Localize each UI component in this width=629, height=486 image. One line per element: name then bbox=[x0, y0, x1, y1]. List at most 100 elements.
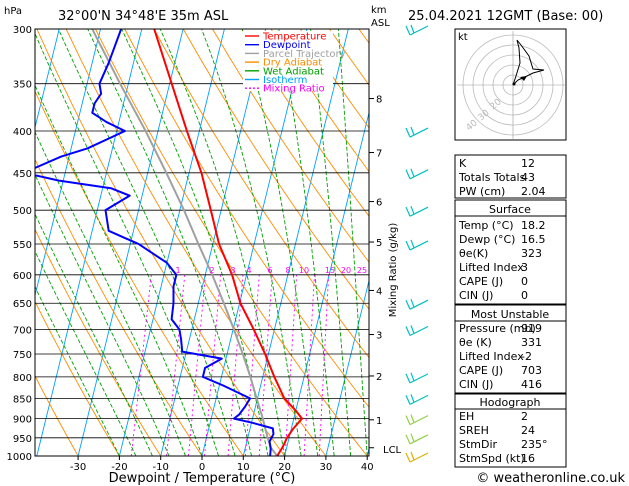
wind-barb-flag bbox=[410, 451, 415, 461]
index-label: Totals Totals bbox=[458, 171, 526, 184]
wind-barb-shaft bbox=[409, 127, 429, 138]
surface-value: 323 bbox=[521, 247, 542, 260]
mixing-ratio-line bbox=[244, 274, 260, 456]
wet-adiabat-line bbox=[57, 29, 236, 456]
wet-adiabat-line bbox=[159, 29, 286, 456]
isotherm-line bbox=[77, 29, 184, 456]
legend-label: Dewpoint bbox=[263, 40, 311, 51]
height-km-label: 8 bbox=[376, 95, 382, 106]
pressure-unit-label: hPa bbox=[4, 6, 22, 17]
indices-box bbox=[454, 154, 567, 199]
hodograph-unit: kt bbox=[458, 32, 468, 43]
hodo-label: SREH bbox=[459, 424, 489, 437]
legend-label: Parcel Trajectory bbox=[263, 49, 346, 60]
hodo-value: 2 bbox=[521, 410, 528, 423]
height-km-label: 1 bbox=[376, 416, 382, 427]
index-label: PW (cm) bbox=[459, 185, 505, 198]
mixing-ratio-lines bbox=[130, 274, 330, 456]
temperature-tick-label: -30 bbox=[70, 462, 86, 473]
wet-adiabat-line bbox=[121, 29, 269, 456]
mixing-ratio-labels: 1 2 3 4 6 8 10 15 20 25 bbox=[175, 266, 367, 275]
mixing-ratio-label: 8 bbox=[285, 266, 290, 275]
wind-barb-shaft bbox=[409, 240, 429, 251]
wind-barb-flag bbox=[410, 239, 415, 249]
dry-adiabat-line bbox=[564, 29, 629, 456]
dry-adiabat-line bbox=[35, 374, 79, 456]
mixing-ratio-label: 6 bbox=[267, 266, 272, 275]
mixing-ratio-label: 25 bbox=[357, 266, 367, 275]
surface-value: 3 bbox=[521, 261, 528, 274]
height-km-label: 3 bbox=[376, 331, 382, 342]
storm-motion-marker bbox=[520, 76, 527, 81]
mu-label: Pressure (mb) bbox=[459, 322, 536, 335]
wind-barb-flag bbox=[405, 452, 411, 463]
surface-label: CIN (J) bbox=[459, 289, 493, 302]
pressure-tick-label: 950 bbox=[13, 434, 32, 445]
mu-label: Lifted Index bbox=[459, 350, 524, 363]
pressure-tick-label: 500 bbox=[13, 206, 32, 217]
mixing-ratio-line bbox=[130, 274, 152, 456]
mu-value: 331 bbox=[521, 336, 542, 349]
wind-barb-flag bbox=[405, 395, 411, 405]
mixing-ratio-line bbox=[318, 274, 330, 456]
index-value: 43 bbox=[521, 171, 535, 184]
wind-barb-flag bbox=[405, 25, 411, 36]
hodo-label: EH bbox=[459, 410, 474, 423]
hodo-label: StmDir bbox=[459, 438, 498, 451]
mu-label: θe (K) bbox=[459, 336, 492, 349]
x-axis-label: Dewpoint / Temperature (°C) bbox=[109, 471, 296, 486]
wind-barb-flag bbox=[410, 433, 415, 443]
wind-barb-shaft bbox=[409, 325, 429, 337]
mixing-ratio-line bbox=[303, 274, 315, 456]
surface-value: 0 bbox=[521, 275, 528, 288]
hodograph: kt 40 30 20 bbox=[454, 28, 567, 141]
legend-label: Isotherm bbox=[263, 75, 307, 86]
mu-value: 703 bbox=[521, 364, 542, 377]
temperature-tick-labels: -30 -20 -10 0 10 20 30 40 bbox=[70, 456, 374, 473]
mixing-ratio-label: 3 bbox=[230, 266, 235, 275]
profile-series bbox=[35, 29, 304, 456]
surface-value: 18.2 bbox=[521, 219, 546, 232]
lcl-label: LCL bbox=[383, 445, 402, 456]
wet-adiabat-line bbox=[241, 29, 319, 456]
height-km-label: 5 bbox=[376, 238, 382, 249]
wind-barb-shaft bbox=[409, 299, 429, 310]
hodograph-stats-box bbox=[454, 393, 567, 468]
height-km-label: 6 bbox=[376, 198, 382, 209]
legend-label: Dry Adiabat bbox=[263, 58, 322, 69]
pressure-tick-label: 750 bbox=[13, 350, 32, 361]
pressure-tick-label: 900 bbox=[13, 415, 32, 426]
mixing-ratio-line bbox=[166, 274, 186, 456]
isotherm-line bbox=[160, 29, 267, 456]
mu-value: 416 bbox=[521, 378, 542, 391]
wind-barb-flag bbox=[410, 126, 415, 136]
wind-barb-flag bbox=[405, 415, 411, 425]
pressure-tick-label: 1000 bbox=[7, 452, 32, 463]
dry-adiabat-line bbox=[212, 29, 369, 263]
wind-barb-shaft bbox=[409, 25, 429, 36]
wet-adiabat-line bbox=[87, 29, 252, 456]
wind-barb-shaft bbox=[409, 434, 429, 445]
mixing-ratio-label: 1 bbox=[175, 266, 180, 275]
pressure-tick-label: 300 bbox=[13, 25, 32, 36]
wind-barb-flag bbox=[410, 414, 415, 423]
mixing-ratio-label: 4 bbox=[246, 266, 251, 275]
surface-value: 16.5 bbox=[521, 233, 546, 246]
wind-barb-flag bbox=[410, 24, 415, 34]
legend-label: Mixing Ratio bbox=[263, 84, 325, 95]
mu-label: CIN (J) bbox=[459, 378, 493, 391]
hodo-label: StmSpd (kt) bbox=[459, 452, 525, 465]
wind-barb-flag bbox=[405, 127, 411, 138]
pressure-tick-label: 850 bbox=[13, 394, 32, 405]
plot-frame bbox=[34, 28, 370, 457]
mixing-ratio-axis-label: Mixing Ratio (g/kg) bbox=[388, 223, 399, 318]
temperature-tick-label: 0 bbox=[199, 462, 205, 473]
parcel-trajectory-line bbox=[91, 29, 278, 456]
mixing-ratio-line bbox=[187, 274, 206, 456]
hodo-value: 235° bbox=[521, 438, 548, 451]
wind-barb-flag bbox=[405, 326, 411, 336]
pressure-tick-label: 350 bbox=[13, 80, 32, 91]
wind-barb-flag bbox=[410, 205, 415, 215]
